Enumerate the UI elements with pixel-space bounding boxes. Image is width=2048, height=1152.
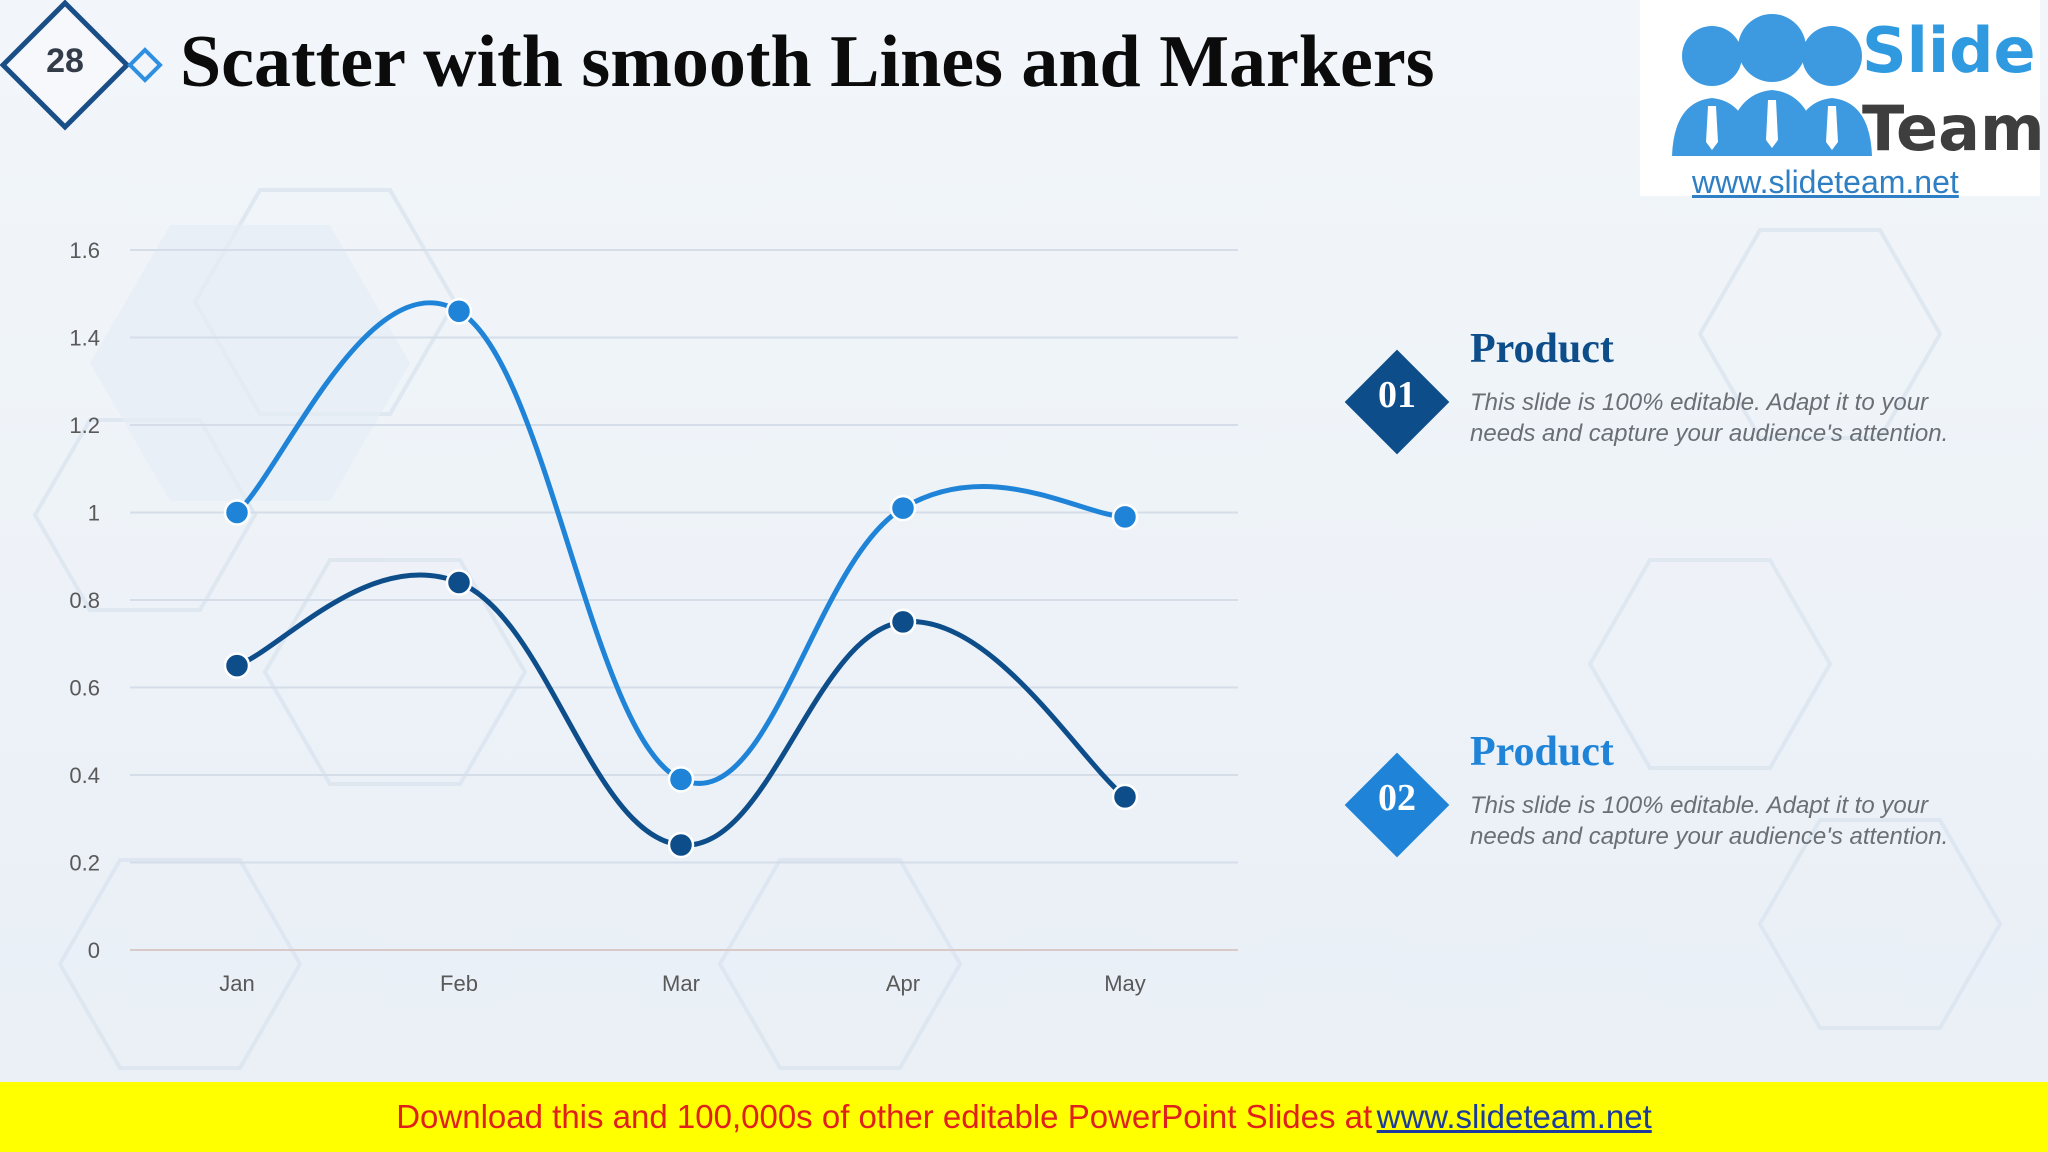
logo-url-link[interactable]: www.slideteam.net — [1692, 164, 1959, 200]
y-tick-label: 0 — [88, 938, 100, 963]
footer-link[interactable]: www.slideteam.net — [1376, 1098, 1652, 1135]
y-tick-label: 1.2 — [69, 413, 100, 438]
legend-description-01: This slide is 100% editable. Adapt it to… — [1470, 389, 1949, 447]
y-tick-label: 0.4 — [69, 763, 100, 788]
footer-text: Download this and 100,000s of other edit… — [396, 1098, 1373, 1135]
data-point-1-jan — [223, 499, 251, 526]
legend-item-02: 02 Product This slide is 100% editable. … — [1340, 728, 1980, 908]
y-tick-label: 1 — [88, 501, 100, 526]
legend-title-01: Product — [1470, 326, 1614, 372]
y-tick-label: 0.8 — [69, 588, 100, 613]
logo-word-team: Team — [1862, 92, 2045, 165]
data-point-2-jan — [223, 652, 251, 679]
series-line-1 — [235, 300, 1126, 786]
slide-number-badge — [0, 0, 163, 131]
people-icon — [1672, 14, 1872, 156]
slide-title: Scatter with smooth Lines and Markers — [180, 21, 1435, 103]
download-banner: Download this and 100,000s of other edit… — [0, 1082, 2048, 1152]
y-tick-label: 0.6 — [69, 676, 100, 701]
legend-number-02: 02 — [1378, 777, 1416, 819]
data-point-2-apr — [889, 608, 917, 636]
legend-number-01: 01 — [1378, 374, 1416, 416]
series-line-2 — [236, 572, 1127, 848]
slideteam-logo[interactable]: Slide Team www.slideteam.net — [1640, 0, 2045, 200]
slide-number: 28 — [46, 42, 84, 80]
y-tick-label: 1.4 — [69, 326, 100, 351]
logo-word-slide: Slide — [1862, 14, 2036, 87]
data-point-1-may — [1111, 503, 1139, 531]
data-point-1-feb — [445, 298, 473, 325]
legend-item-01: 01 Product This slide is 100% editable. … — [1340, 325, 1980, 505]
data-point-2-may — [1111, 783, 1139, 811]
y-tick-label: 1.6 — [69, 238, 100, 263]
x-tick-label: Feb — [440, 971, 478, 996]
data-point-1-mar — [667, 766, 695, 793]
x-tick-label: Mar — [662, 971, 700, 996]
data-point-2-mar — [667, 831, 695, 859]
x-tick-label: May — [1104, 971, 1146, 996]
legend-title-02: Product — [1470, 729, 1614, 775]
data-point-1-apr — [889, 494, 917, 522]
x-tick-label: Apr — [886, 971, 920, 996]
line-chart: 0 0.2 0.4 0.6 0.8 1 1.2 1.4 1.6 Jan Feb Mar Apr May — [69, 238, 1238, 996]
legend-description-02: This slide is 100% editable. Adapt it to… — [1470, 792, 1949, 850]
y-tick-label: 0.2 — [69, 851, 100, 876]
x-tick-label: Jan — [219, 971, 254, 996]
data-point-2-feb — [445, 569, 473, 596]
